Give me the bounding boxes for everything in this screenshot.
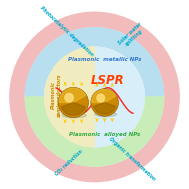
Text: CO₂ reduction: CO₂ reduction (54, 148, 84, 176)
Text: Organic transformation: Organic transformation (108, 136, 156, 181)
Circle shape (26, 28, 163, 166)
Wedge shape (26, 28, 163, 97)
Wedge shape (61, 102, 85, 115)
Circle shape (91, 89, 119, 116)
Wedge shape (26, 97, 163, 166)
Wedge shape (94, 47, 144, 147)
Circle shape (45, 47, 144, 147)
Wedge shape (45, 47, 94, 147)
Text: LSPR: LSPR (91, 74, 124, 87)
Ellipse shape (94, 112, 117, 117)
Wedge shape (94, 47, 144, 147)
Wedge shape (26, 97, 163, 166)
Wedge shape (26, 28, 163, 97)
Wedge shape (59, 88, 86, 102)
Wedge shape (94, 102, 116, 114)
Ellipse shape (62, 113, 86, 118)
Circle shape (58, 87, 88, 118)
Text: Plasmonic  alloyed NPs: Plasmonic alloyed NPs (69, 132, 140, 137)
Wedge shape (45, 47, 94, 147)
Circle shape (10, 12, 179, 182)
Circle shape (97, 94, 105, 102)
Text: Photocatalytic degradation: Photocatalytic degradation (39, 6, 94, 58)
Text: Solar water
splitting: Solar water splitting (118, 21, 147, 49)
Text: Plasmonic  metallic NPs: Plasmonic metallic NPs (68, 57, 141, 62)
Circle shape (65, 93, 73, 102)
Text: Plasmonic
semiconductors: Plasmonic semiconductors (51, 73, 62, 117)
Wedge shape (91, 89, 116, 102)
